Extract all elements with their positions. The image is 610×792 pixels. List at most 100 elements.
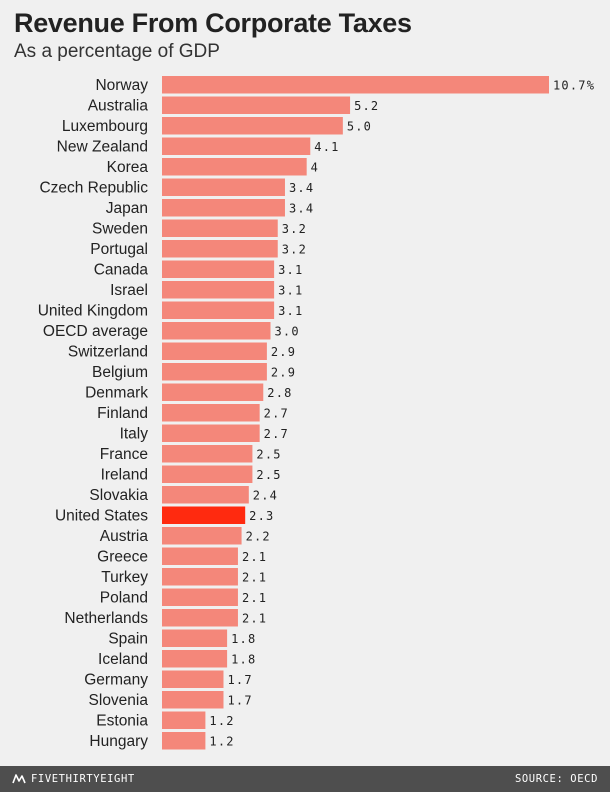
brand: FIVETHIRTYEIGHT [12,773,135,785]
value-label-greece: 2.1 [242,550,267,564]
value-label-france: 2.5 [256,447,281,461]
bar-france [162,445,253,463]
bar-spain [162,629,228,647]
category-label-ireland: Ireland [101,466,148,483]
value-label-norway: 10.7% [553,78,595,92]
footer-bar: FIVETHIRTYEIGHT SOURCE: OECD [0,766,610,792]
bar-greece [162,547,238,565]
value-label-czech-republic: 3.4 [289,181,314,195]
bar-netherlands [162,609,238,627]
category-label-norway: Norway [95,77,148,94]
category-label-estonia: Estonia [96,712,148,729]
bar-italy [162,424,260,442]
value-label-australia: 5.2 [354,99,379,113]
category-label-germany: Germany [84,671,148,688]
category-label-luxembourg: Luxembourg [62,118,148,135]
category-label-canada: Canada [94,261,149,278]
value-label-united-kingdom: 3.1 [278,304,303,318]
value-label-sweden: 3.2 [282,222,307,236]
category-label-portugal: Portugal [90,241,148,258]
value-label-finland: 2.7 [264,406,289,420]
category-label-japan: Japan [106,200,148,217]
bar-slovenia [162,691,224,709]
value-label-turkey: 2.1 [242,570,267,584]
category-label-italy: Italy [120,425,149,442]
category-label-hungary: Hungary [89,733,148,750]
value-label-portugal: 3.2 [282,242,307,256]
bar-iceland [162,650,228,668]
category-label-finland: Finland [97,405,148,422]
category-label-spain: Spain [108,630,148,647]
value-label-slovakia: 2.4 [253,488,278,502]
category-label-france: France [100,446,148,463]
value-label-iceland: 1.8 [231,652,256,666]
category-label-sweden: Sweden [92,220,148,237]
bar-germany [162,670,224,688]
value-label-united-states: 2.3 [249,509,274,523]
category-label-korea: Korea [107,159,149,176]
bar-switzerland [162,342,267,360]
value-label-germany: 1.7 [227,673,252,687]
bar-japan [162,199,285,217]
value-label-luxembourg: 5.0 [347,119,372,133]
value-label-korea: 4 [311,160,319,174]
category-label-poland: Poland [100,589,148,606]
bar-oecd-average [162,322,271,340]
bar-chart: Norway 10.7% Australia 5.2 Luxembourg 5.0 New … [38,76,595,750]
category-label-new-zealand: New Zealand [57,138,148,155]
bar-slovakia [162,486,249,504]
bar-hungary [162,732,206,750]
value-label-slovenia: 1.7 [227,693,252,707]
category-label-austria: Austria [100,528,149,545]
bar-denmark [162,383,264,401]
value-label-israel: 3.1 [278,283,303,297]
value-label-canada: 3.1 [278,263,303,277]
value-label-italy: 2.7 [264,427,289,441]
category-label-israel: Israel [110,282,148,299]
chart-subtitle: As a percentage of GDP [14,41,220,62]
bar-austria [162,527,242,545]
category-label-greece: Greece [97,548,148,565]
fivethirtyeight-logo-icon [12,774,26,784]
category-label-australia: Australia [88,97,149,114]
bar-turkey [162,568,238,586]
category-label-belgium: Belgium [92,364,148,381]
bar-sweden [162,219,278,237]
value-label-hungary: 1.2 [209,734,234,748]
category-label-netherlands: Netherlands [64,610,148,627]
bar-finland [162,404,260,422]
category-label-united-kingdom: United Kingdom [38,302,148,319]
category-label-denmark: Denmark [85,384,148,401]
bar-czech-republic [162,178,285,196]
source-note: SOURCE: OECD [514,773,598,785]
value-label-spain: 1.8 [231,632,256,646]
bar-estonia [162,711,206,729]
category-label-slovakia: Slovakia [89,487,148,504]
value-label-new-zealand: 4.1 [314,140,339,154]
value-label-switzerland: 2.9 [271,345,296,359]
bar-united-kingdom [162,301,275,319]
bar-poland [162,588,238,606]
bar-united-states [162,506,246,524]
bar-ireland [162,465,253,483]
value-label-oecd-average: 3.0 [275,324,300,338]
category-label-united-states: United States [55,507,148,524]
bar-belgium [162,363,267,381]
category-label-slovenia: Slovenia [89,692,149,709]
value-label-estonia: 1.2 [209,714,234,728]
category-label-czech-republic: Czech Republic [39,179,148,196]
value-label-austria: 2.2 [246,529,271,543]
category-label-oecd-average: OECD average [43,323,148,340]
category-label-iceland: Iceland [98,651,148,668]
category-label-switzerland: Switzerland [68,343,148,360]
value-label-belgium: 2.9 [271,365,296,379]
brand-name: FIVETHIRTYEIGHT [31,773,135,785]
value-label-denmark: 2.8 [267,386,292,400]
bar-norway [162,76,549,94]
value-label-ireland: 2.5 [256,468,281,482]
bar-new-zealand [162,137,311,155]
bar-luxembourg [162,117,343,135]
value-label-poland: 2.1 [242,591,267,605]
value-label-japan: 3.4 [289,201,314,215]
bar-korea [162,158,307,176]
